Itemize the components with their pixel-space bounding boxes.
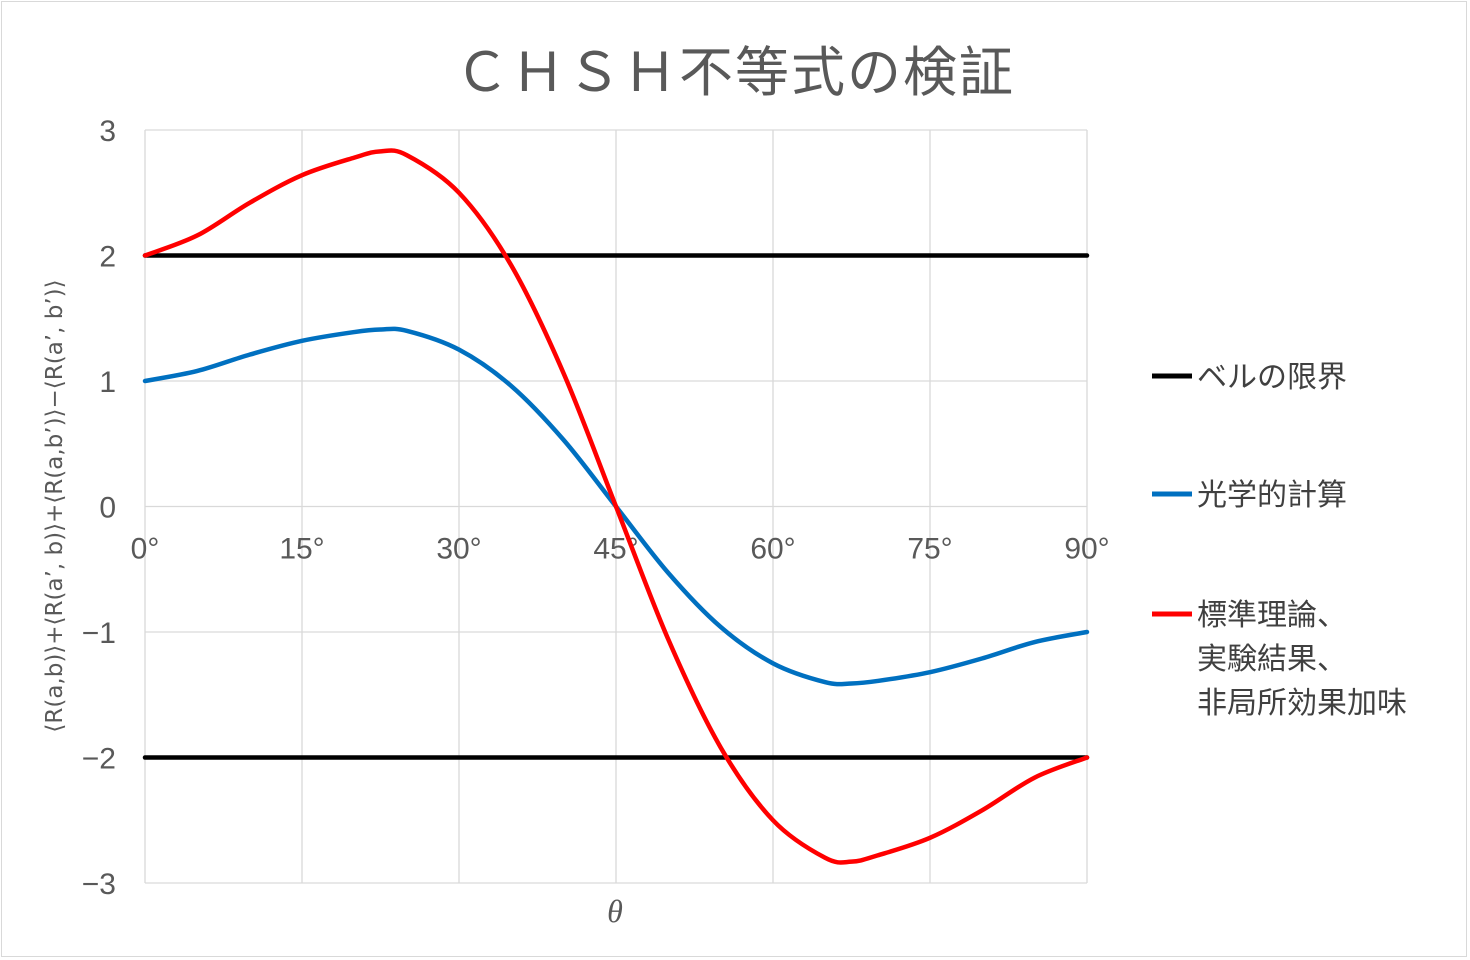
y-tick-labels: 3 2 1 0 −1 −2 −3: [82, 115, 116, 901]
chart-title: ＣＨＳＨ不等式の検証: [455, 41, 1015, 104]
y-tick-label: −1: [82, 617, 116, 650]
y-tick-label: 2: [99, 241, 116, 274]
x-axis-label: θ: [607, 893, 623, 929]
y-axis-label: ⟨R(a,b)⟩+⟨R(a’, b)⟩+⟨R(a,b’)⟩−⟨R(a’, b’)…: [42, 279, 68, 732]
y-tick-label: −3: [82, 868, 116, 901]
x-tick-label: 30°: [436, 533, 481, 566]
x-tick-label: 15°: [279, 533, 324, 566]
y-tick-label: −2: [82, 743, 116, 776]
x-tick-label: 90°: [1064, 533, 1109, 566]
y-tick-label: 3: [99, 115, 116, 148]
series-lines: [142, 148, 1090, 865]
legend-label: 光学的計算: [1197, 478, 1347, 513]
x-tick-label: 0°: [131, 533, 160, 566]
legend-label: 非局所効果加味: [1197, 686, 1407, 721]
y-tick-label: 1: [99, 366, 116, 399]
x-tick-labels: 0° 15° 30° 45° 60° 75° 90°: [131, 533, 1110, 566]
legend-label: 標準理論、: [1197, 598, 1347, 633]
x-tick-label: 75°: [907, 533, 952, 566]
x-tick-label: 60°: [750, 533, 795, 566]
series-line-3: [142, 148, 1090, 865]
legend-label: ベルの限界: [1197, 360, 1347, 395]
y-tick-label: 0: [99, 492, 116, 525]
legend-label: 実験結果、: [1197, 642, 1347, 677]
